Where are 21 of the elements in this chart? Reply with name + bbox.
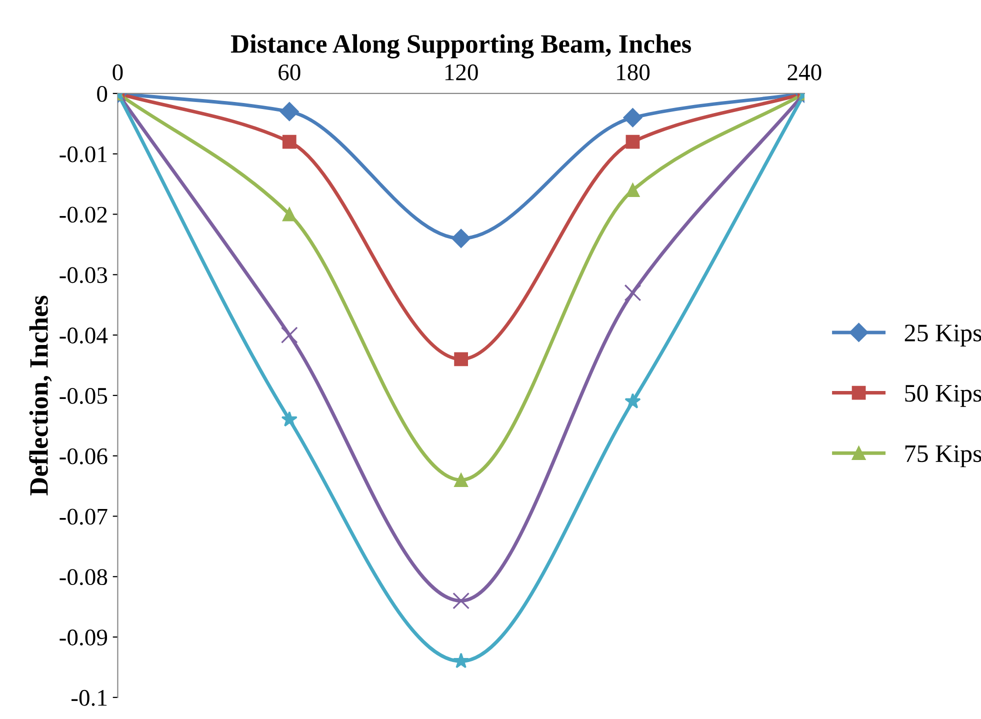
x-tick-label: 120	[445, 64, 478, 80]
y-tick-label: -0.07	[60, 508, 108, 525]
x-tick-label: 240	[788, 64, 822, 80]
y-tick-label: -0.01	[60, 146, 107, 162]
x-axis-title: Distance Along Supporting Beam, Inches	[230, 34, 691, 58]
x-tick-label: 180	[617, 64, 650, 80]
y-tick-label: -0.04	[60, 328, 108, 344]
y-tick-label: -0.06	[60, 448, 108, 464]
y-tick-label: -0.05	[60, 388, 108, 404]
y-tick-label: -0.02	[60, 206, 107, 223]
legend-label: 75 Kips	[905, 445, 981, 468]
x-tick-label: 0	[112, 64, 123, 80]
y-tick-label: -0.1	[72, 690, 107, 706]
legend-label: 25 Kips	[904, 324, 981, 347]
y-tick-label: 0	[97, 86, 108, 102]
x-tick-label: 60	[278, 64, 300, 80]
y-tick-label: -0.08	[60, 569, 108, 586]
y-axis-title: Deflection, Inches	[29, 296, 52, 496]
y-tick-label: -0.03	[60, 267, 108, 284]
legend-label: 50 Kips	[905, 384, 981, 407]
y-tick-label: -0.09	[60, 630, 108, 646]
